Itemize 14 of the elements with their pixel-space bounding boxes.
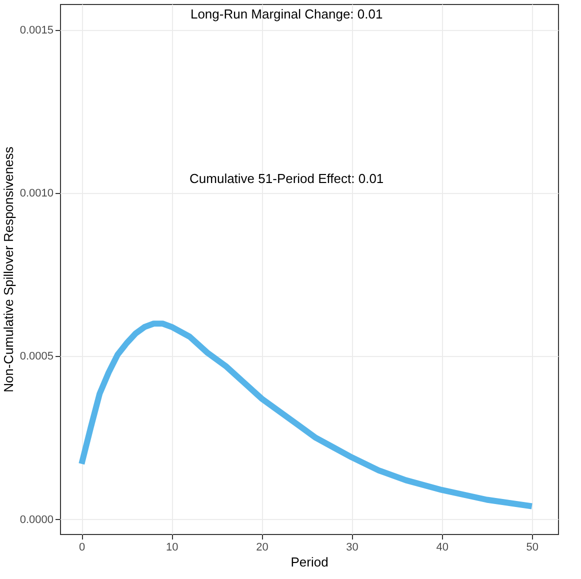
y-tick-label: 0.0010 bbox=[20, 188, 54, 200]
y-tick-label: 0.0015 bbox=[20, 24, 54, 37]
x-tick-label: 0 bbox=[79, 542, 86, 554]
annotation: Cumulative 51-Period Effect: 0.01 bbox=[190, 170, 384, 186]
x-tick-label: 10 bbox=[166, 542, 178, 554]
x-tick-label: 40 bbox=[436, 542, 448, 554]
x-tick-label: 50 bbox=[526, 542, 539, 554]
x-tick-label: 20 bbox=[256, 542, 268, 554]
y-tick-label: 0.0000 bbox=[20, 514, 54, 526]
x-axis-title: Period bbox=[290, 554, 328, 570]
x-tick-label: 30 bbox=[346, 542, 358, 554]
y-tick-label: 0.0005 bbox=[20, 350, 54, 363]
y-axis-title: Non-Cumulative Spillover Responsiveness bbox=[0, 146, 16, 392]
annotation: Long-Run Marginal Change: 0.01 bbox=[190, 6, 383, 22]
